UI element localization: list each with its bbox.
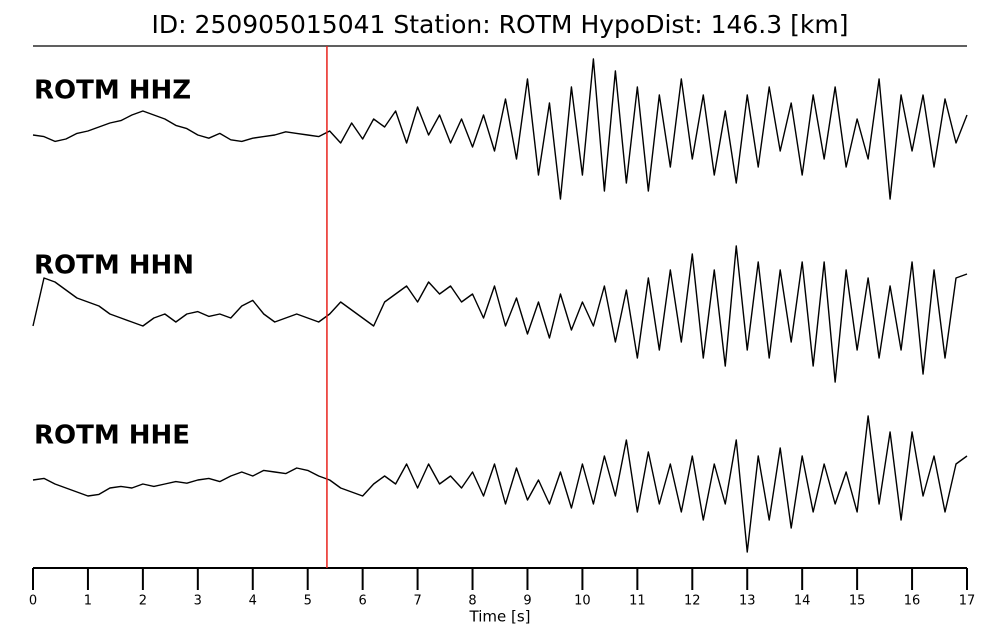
x-tick-label: 9: [523, 594, 531, 609]
x-tick-label: 2: [139, 594, 147, 609]
x-tick-label: 4: [249, 594, 257, 609]
x-tick-label: 13: [739, 594, 756, 609]
trace-label: ROTM HHE: [34, 421, 190, 451]
x-tick-label: 0: [29, 594, 37, 609]
trace-label: ROTM HHN: [34, 251, 194, 281]
x-tick-label: 10: [574, 594, 591, 609]
x-tick-label: 15: [849, 594, 866, 609]
x-tick-label: 7: [413, 594, 421, 609]
trace-label: ROTM HHZ: [34, 76, 191, 106]
trace: [32, 245, 968, 383]
x-tick-label: 16: [904, 594, 921, 609]
x-tick-label: 5: [304, 594, 312, 609]
x-tick-label: 14: [794, 594, 811, 609]
x-axis-label: Time [s]: [469, 608, 531, 626]
x-tick-label: 12: [684, 594, 701, 609]
trace: [32, 58, 968, 200]
trace: [32, 415, 968, 553]
x-tick-label: 6: [359, 594, 367, 609]
x-tick-label: 3: [194, 594, 202, 609]
x-tick-label: 17: [959, 594, 976, 609]
chart-title: ID: 250905015041 Station: ROTM HypoDist:…: [152, 10, 849, 39]
x-tick-label: 8: [468, 594, 476, 609]
x-tick-label: 1: [84, 594, 92, 609]
x-tick-label: 11: [629, 594, 646, 609]
